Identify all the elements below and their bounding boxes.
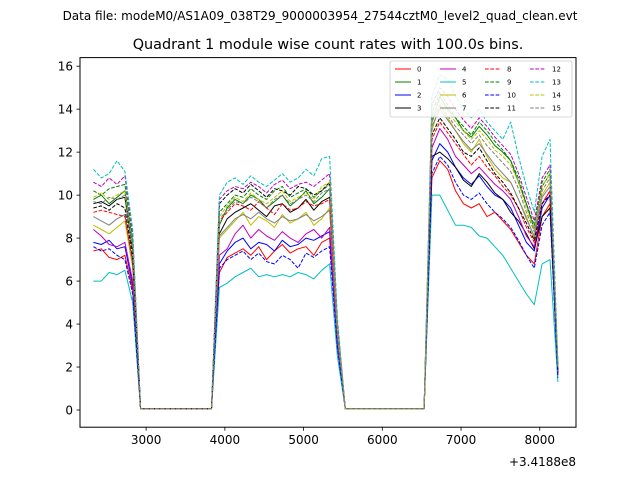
series-layer xyxy=(93,74,559,410)
series-line-7 xyxy=(93,108,559,410)
y-tick-label: 16 xyxy=(58,59,73,73)
x-tick-label: 3000 xyxy=(131,433,162,447)
series-line-11 xyxy=(93,117,559,410)
x-tick-label: 8000 xyxy=(525,433,556,447)
series-line-8 xyxy=(93,121,559,410)
x-offset-label: +3.4188e8 xyxy=(509,455,576,469)
legend-label-0: 0 xyxy=(417,66,421,74)
legend-label-13: 13 xyxy=(552,79,561,87)
legend-box xyxy=(389,60,573,118)
y-tick-label: 2 xyxy=(65,360,73,374)
x-tick-label: 5000 xyxy=(288,433,319,447)
y-tick-label: 14 xyxy=(58,102,73,116)
series-line-15 xyxy=(93,104,559,410)
y-tick-label: 0 xyxy=(65,403,73,417)
series-line-5 xyxy=(93,194,559,410)
legend-label-5: 5 xyxy=(462,79,466,87)
series-line-0 xyxy=(93,160,559,410)
figure-suptitle: Data file: modeM0/AS1A09_038T29_90000039… xyxy=(63,9,578,23)
x-tick-label: 4000 xyxy=(210,433,241,447)
x-tick-label: 7000 xyxy=(446,433,477,447)
legend-label-14: 14 xyxy=(552,92,561,100)
legend-label-1: 1 xyxy=(417,79,421,87)
series-line-6 xyxy=(93,104,559,410)
legend-label-10: 10 xyxy=(507,92,516,100)
plot-frame xyxy=(79,57,577,428)
legend-label-11: 11 xyxy=(507,105,516,113)
series-line-10 xyxy=(93,155,559,410)
series-line-9 xyxy=(93,91,559,410)
x-axis: 3000 4000 5000 6000 7000 8000 xyxy=(131,427,555,447)
legend-label-4: 4 xyxy=(462,66,467,74)
series-line-13 xyxy=(93,74,559,410)
series-line-14 xyxy=(93,100,559,410)
legend-label-12: 12 xyxy=(552,66,561,74)
legend-label-15: 15 xyxy=(552,105,561,113)
y-tick-label: 6 xyxy=(65,274,73,288)
legend-label-6: 6 xyxy=(462,92,467,100)
legend-label-3: 3 xyxy=(417,105,421,113)
y-tick-label: 8 xyxy=(65,231,73,245)
chart-title: Quadrant 1 module wise count rates with … xyxy=(133,37,524,53)
legend-label-9: 9 xyxy=(507,79,511,87)
legend-label-2: 2 xyxy=(417,92,421,100)
y-tick-label: 10 xyxy=(58,188,73,202)
series-line-1 xyxy=(93,95,559,410)
y-tick-label: 4 xyxy=(65,317,73,331)
y-tick-label: 12 xyxy=(58,145,73,159)
legend-label-7: 7 xyxy=(462,105,466,113)
x-tick-label: 6000 xyxy=(367,433,398,447)
y-axis: 0 2 4 6 8 10 12 14 16 xyxy=(58,59,80,417)
legend-label-8: 8 xyxy=(507,66,511,74)
series-line-4 xyxy=(93,128,559,410)
